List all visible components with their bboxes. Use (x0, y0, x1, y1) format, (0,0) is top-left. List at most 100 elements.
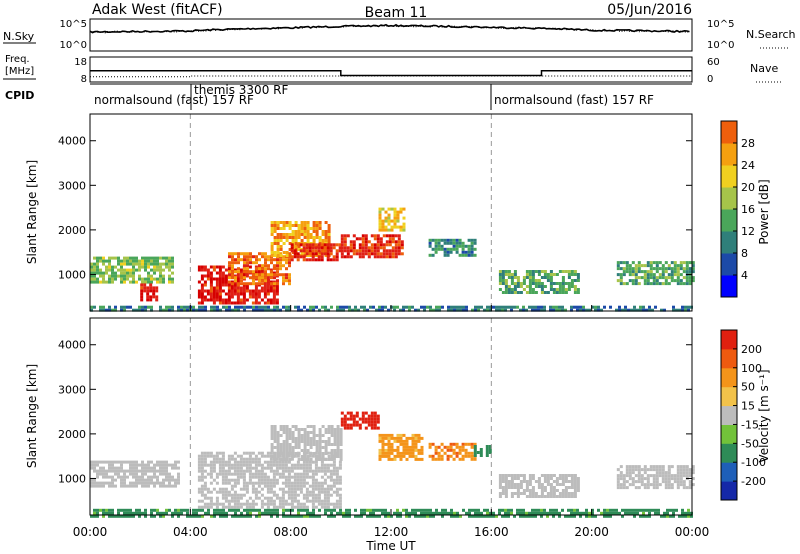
power-cell (162, 274, 165, 278)
power-cell (206, 277, 210, 281)
velocity-cell (251, 481, 255, 485)
y-tick-label: 1000 (58, 472, 86, 485)
power-cell (197, 292, 201, 296)
power-cell (236, 277, 240, 281)
power-cell (215, 265, 219, 269)
velocity-cell (312, 437, 316, 440)
power-cell (162, 262, 165, 266)
velocity-cell (99, 460, 102, 464)
velocity-cell (311, 487, 315, 491)
power-cell (140, 295, 144, 299)
velocity-cell (162, 511, 165, 515)
velocity-cell (576, 486, 580, 489)
velocity-cell (278, 502, 282, 506)
colorbar-tick-label: -100 (741, 456, 766, 469)
velocity-cell (666, 511, 669, 515)
power-cell (270, 245, 274, 248)
power-cell (622, 282, 626, 286)
power-cell (622, 267, 626, 271)
velocity-cell (306, 434, 310, 437)
power-cell (619, 276, 623, 280)
velocity-cell (498, 477, 502, 480)
velocity-cell (150, 508, 153, 512)
velocity-cell (414, 436, 418, 440)
velocity-cell (272, 475, 276, 479)
velocity-cell (658, 471, 662, 475)
velocity-cell (236, 478, 240, 482)
velocity-cell (326, 475, 330, 479)
power-cell (306, 254, 310, 257)
power-cell (437, 247, 441, 251)
power-cell (679, 264, 683, 268)
velocity-cell (111, 484, 114, 488)
velocity-cell (489, 514, 492, 518)
velocity-cell (414, 457, 418, 461)
power-cell (320, 246, 324, 250)
velocity-cell (619, 465, 623, 469)
velocity-cell (311, 478, 315, 482)
velocity-cell (200, 478, 204, 482)
velocity-cell (420, 436, 424, 440)
velocity-cell (327, 508, 330, 512)
power-cell (108, 259, 111, 263)
power-cell (558, 305, 561, 309)
power-cell (631, 270, 635, 274)
velocity-cell (135, 478, 138, 482)
power-cell (661, 273, 665, 277)
power-cell (114, 271, 117, 275)
power-cell (364, 249, 368, 253)
power-cell (108, 305, 111, 309)
power-cell (302, 258, 306, 262)
velocity-cell (333, 455, 337, 458)
velocity-cell (681, 514, 684, 518)
power-cell (138, 277, 141, 281)
velocity-cell (90, 484, 93, 488)
velocity-cell (168, 508, 171, 512)
velocity-cell (248, 472, 252, 476)
power-cell (266, 301, 270, 305)
velocity-cell (308, 466, 312, 470)
velocity-cell (435, 508, 438, 512)
velocity-cell (254, 454, 258, 458)
power-cell (440, 244, 444, 248)
velocity-cell (168, 463, 171, 467)
power-cell (141, 256, 144, 260)
velocity-cell (352, 420, 356, 424)
velocity-cell (676, 468, 680, 472)
power-cell (543, 285, 547, 288)
power-cell (628, 279, 632, 283)
velocity-cell (573, 483, 577, 486)
power-cell (540, 291, 544, 294)
velocity-cell (338, 496, 342, 500)
date-title: 05/Jun/2016 (607, 2, 692, 18)
velocity-cell (200, 493, 204, 497)
velocity-cell (441, 511, 444, 515)
velocity-cell (135, 466, 138, 470)
velocity-cell (375, 514, 378, 518)
power-cell (96, 280, 99, 284)
velocity-cell (260, 475, 264, 479)
velocity-cell (320, 463, 324, 467)
power-cell (370, 249, 374, 253)
velocity-cell (321, 446, 325, 449)
velocity-cell (102, 508, 105, 512)
power-cell (215, 289, 219, 293)
velocity-cell (102, 460, 105, 464)
power-cell (149, 289, 153, 293)
velocity-cell (269, 484, 273, 488)
velocity-cell (655, 468, 659, 472)
velocity-cell (434, 457, 438, 461)
velocity-cell (200, 484, 204, 488)
power-cell (227, 289, 231, 293)
power-cell (297, 305, 300, 309)
power-cell (354, 305, 357, 309)
velocity-cell (206, 451, 210, 455)
power-cell (628, 273, 632, 277)
velocity-cell (616, 477, 620, 481)
power-cell (147, 274, 150, 278)
velocity-cell (314, 478, 318, 482)
velocity-cell (227, 478, 231, 482)
velocity-cell (132, 481, 135, 485)
velocity-cell (248, 502, 252, 506)
